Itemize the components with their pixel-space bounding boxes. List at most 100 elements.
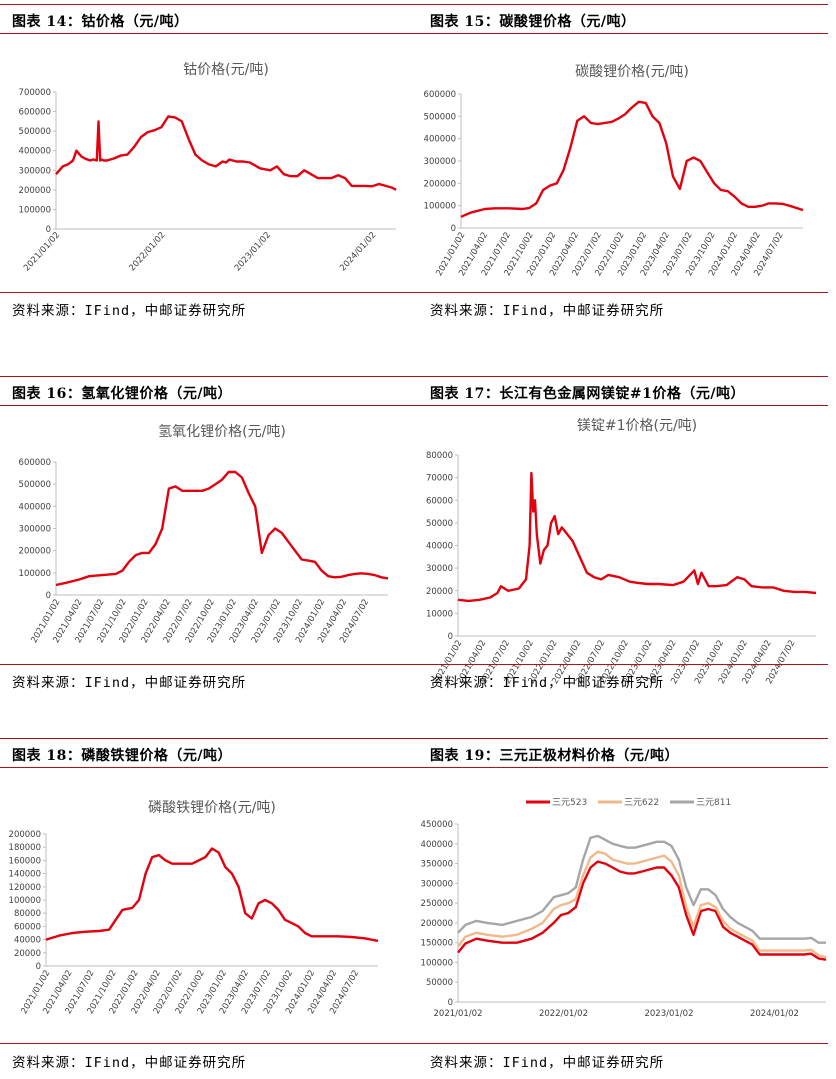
y-tick-label: 60000 (426, 496, 453, 506)
y-tick-label: 200000 (19, 186, 51, 196)
y-tick-label: 350000 (421, 860, 453, 870)
y-tick-label: 100000 (9, 896, 41, 906)
x-tick-label: 2021/01/02 (22, 230, 62, 273)
y-tick-label: 0 (448, 632, 453, 642)
series-line (460, 100, 804, 218)
y-tick-label: 80000 (14, 909, 41, 919)
y-tick-label: 20000 (426, 587, 453, 597)
y-tick-label: 400000 (421, 840, 453, 850)
y-tick-label: 300000 (19, 525, 51, 535)
source-divider (0, 1043, 418, 1044)
y-tick-label: 500000 (19, 127, 51, 137)
y-tick-label: 300000 (421, 879, 453, 889)
y-tick-label: 40000 (14, 936, 41, 946)
y-tick-label: 120000 (9, 883, 41, 893)
source-divider (418, 292, 828, 293)
chart-title: 镁锭#1价格(元/吨) (577, 418, 697, 434)
y-tick-label: 180000 (9, 843, 41, 853)
chart-header: 图表 16：氢氧化锂价格（元/吨） (0, 376, 418, 406)
y-tick-label: 200000 (421, 919, 453, 929)
chart-header-text: 图表 16：氢氧化锂价格（元/吨） (12, 386, 232, 402)
y-tick-label: 400000 (19, 502, 51, 512)
source-divider (418, 664, 828, 665)
y-tick-label: 400000 (424, 135, 456, 145)
chart-header-text: 图表 18：磷酸铁锂价格（元/吨） (12, 748, 232, 764)
source-note: 资料来源：IFind，中邮证券研究所 (430, 675, 665, 691)
chart-header-text: 图表 15：碳酸锂价格（元/吨） (430, 14, 636, 30)
lithium-carbonate-price-chart: 碳酸锂价格(元/吨) 0 100000 200000 300000 400000 50000… (424, 64, 804, 278)
y-tick-label: 30000 (426, 564, 453, 574)
panel-lithium-carbonate: 图表 15：碳酸锂价格（元/吨） 碳酸锂价格(元/吨) 0 100000 200000… (418, 4, 828, 332)
y-tick-label: 500000 (424, 112, 456, 122)
y-tick-label: 600000 (19, 108, 51, 118)
chart-title: 钴价格(元/吨) (183, 62, 269, 78)
series-line (457, 850, 827, 959)
y-tick-label: 140000 (9, 870, 41, 880)
chart-title: 磷酸铁锂价格(元/吨) (148, 800, 276, 816)
chart-header: 图表 14：钴价格（元/吨） (0, 4, 418, 34)
y-tick-label: 150000 (421, 939, 453, 949)
y-tick-label: 0 (46, 225, 51, 235)
y-tick-label: 500000 (19, 480, 51, 490)
y-tick-label: 100000 (424, 202, 456, 212)
y-tick-label: 100000 (19, 569, 51, 579)
legend-label: 三元811 (696, 798, 731, 808)
panel-lfp: 图表 18：磷酸铁锂价格（元/吨） 磷酸铁锂价格(元/吨) 0 20000 40000… (0, 738, 418, 1078)
x-tick-label: 2022/01/02 (539, 1009, 588, 1019)
panel-ternary: 图表 19：三元正极材料价格（元/吨） 0 50000 100000 150000 20… (418, 738, 828, 1078)
y-tick-label: 60000 (14, 922, 41, 932)
series-line (55, 470, 389, 587)
chart-title: 氢氧化锂价格(元/吨) (158, 424, 286, 440)
y-tick-label: 600000 (424, 90, 456, 100)
y-tick-label: 0 (451, 224, 456, 234)
y-tick-label: 20000 (14, 949, 41, 959)
series-line (55, 115, 397, 191)
panel-cobalt: 图表 14：钴价格（元/吨） 钴价格(元/吨) 0 100000 200000 3000… (0, 4, 418, 332)
y-tick-label: 80000 (426, 451, 453, 461)
chart-header: 图表 17：长江有色金属网镁锭#1价格（元/吨） (418, 376, 828, 406)
y-tick-label: 40000 (426, 542, 453, 552)
source-note: 资料来源：IFind，中邮证券研究所 (430, 1055, 665, 1071)
y-tick-label: 200000 (9, 830, 41, 840)
y-tick-label: 200000 (424, 179, 456, 189)
y-tick-label: 50000 (426, 519, 453, 529)
magnesium-price-chart: 镁锭#1价格(元/吨) 0 10000 20000 30000 40000 50000 600… (426, 418, 817, 686)
y-tick-label: 50000 (426, 978, 453, 988)
source-note: 资料来源：IFind，中邮证券研究所 (12, 303, 247, 319)
chart-header: 图表 18：磷酸铁锂价格（元/吨） (0, 738, 418, 768)
y-tick-label: 70000 (426, 474, 453, 484)
series-line (457, 471, 817, 603)
source-note: 资料来源：IFind，中邮证券研究所 (430, 303, 665, 319)
y-tick-label: 700000 (19, 88, 51, 98)
lithium-hydroxide-price-chart: 氢氧化锂价格(元/吨) 0 100000 200000 300000 400000 5000… (19, 424, 389, 645)
chart-header-text: 图表 19：三元正极材料价格（元/吨） (430, 748, 679, 764)
x-tick-label: 2024/01/02 (338, 230, 378, 273)
y-tick-label: 100000 (19, 205, 51, 215)
y-tick-label: 250000 (421, 899, 453, 909)
chart-header-text: 图表 14：钴价格（元/吨） (12, 14, 189, 30)
ternary-cathode-price-chart: 0 50000 100000 150000 200000 250000 300000 3500… (421, 798, 827, 1019)
source-divider (0, 292, 418, 293)
chart-header: 图表 19：三元正极材料价格（元/吨） (418, 738, 828, 768)
x-tick-label: 2022/01/02 (127, 230, 167, 273)
y-tick-label: 10000 (426, 609, 453, 619)
y-tick-label: 450000 (421, 820, 453, 830)
y-tick-label: 300000 (19, 166, 51, 176)
source-note: 资料来源：IFind，中邮证券研究所 (12, 675, 247, 691)
y-tick-label: 300000 (424, 157, 456, 167)
y-tick-label: 600000 (19, 458, 51, 468)
source-divider (0, 664, 418, 665)
panel-lithium-hydroxide: 图表 16：氢氧化锂价格（元/吨） 氢氧化锂价格(元/吨) 0 100000 2000… (0, 376, 418, 706)
panel-magnesium: 图表 17：长江有色金属网镁锭#1价格（元/吨） 镁锭#1价格(元/吨) 0 100… (418, 376, 828, 706)
x-tick-label: 2023/01/02 (644, 1009, 693, 1019)
lfp-price-chart: 磷酸铁锂价格(元/吨) 0 20000 40000 60000 80000 100000 12… (9, 800, 379, 1016)
cobalt-price-chart: 钴价格(元/吨) 0 100000 200000 300000 400000 500000 6… (19, 62, 397, 273)
x-tick-label: 2024/01/02 (750, 1009, 799, 1019)
x-tick-label: 2023/01/02 (233, 230, 273, 273)
y-tick-label: 0 (36, 962, 41, 972)
series-line (457, 834, 826, 944)
chart-header: 图表 15：碳酸锂价格（元/吨） (418, 4, 828, 34)
legend-label: 三元622 (624, 798, 659, 808)
chart-title: 碳酸锂价格(元/吨) (575, 64, 689, 80)
y-tick-label: 400000 (19, 147, 51, 157)
